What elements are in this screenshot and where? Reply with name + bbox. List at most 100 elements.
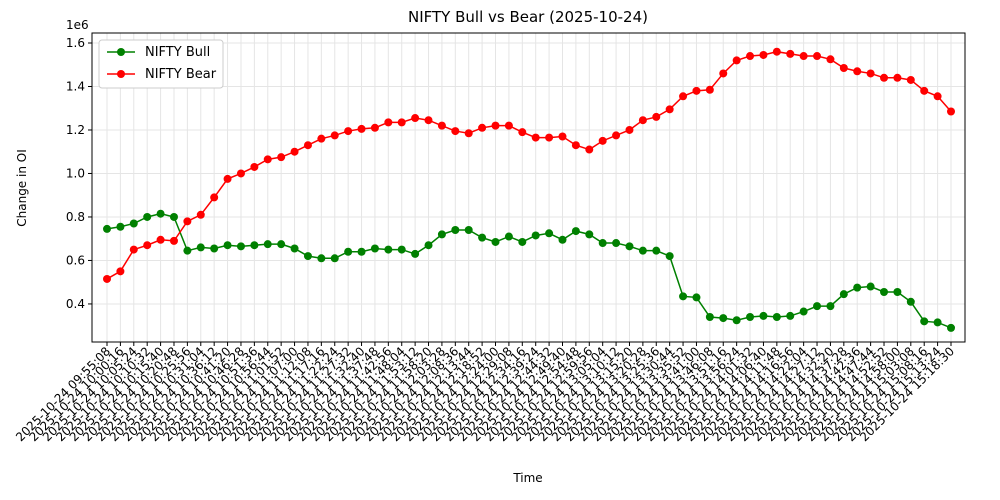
y-tick-label: 1.2 bbox=[66, 123, 85, 137]
marker bbox=[210, 193, 219, 202]
marker bbox=[250, 241, 259, 250]
marker bbox=[290, 244, 299, 253]
marker bbox=[933, 92, 942, 101]
marker bbox=[638, 246, 647, 255]
marker bbox=[692, 86, 701, 95]
marker bbox=[143, 241, 152, 250]
marker bbox=[464, 226, 473, 235]
marker bbox=[344, 247, 353, 256]
marker bbox=[545, 133, 554, 142]
marker bbox=[652, 246, 661, 255]
marker bbox=[437, 121, 446, 130]
marker bbox=[317, 254, 326, 263]
marker bbox=[357, 124, 366, 133]
marker bbox=[732, 56, 741, 65]
marker bbox=[866, 282, 875, 291]
marker bbox=[223, 174, 232, 183]
marker bbox=[705, 312, 714, 321]
marker bbox=[799, 307, 808, 316]
marker bbox=[719, 69, 728, 78]
plot-frame bbox=[91, 32, 966, 343]
marker bbox=[504, 232, 513, 241]
marker bbox=[947, 323, 955, 332]
marker bbox=[370, 244, 379, 253]
marker bbox=[344, 127, 353, 136]
marker bbox=[585, 230, 594, 239]
marker bbox=[169, 212, 178, 221]
marker bbox=[451, 226, 460, 235]
marker bbox=[156, 235, 165, 244]
y-tick-label: 0.6 bbox=[66, 253, 85, 267]
marker bbox=[598, 239, 607, 248]
marker bbox=[277, 153, 286, 162]
marker bbox=[893, 287, 902, 296]
marker bbox=[612, 131, 621, 140]
marker bbox=[317, 134, 326, 143]
marker bbox=[880, 287, 889, 296]
marker bbox=[236, 242, 245, 251]
marker bbox=[625, 125, 634, 134]
y-tick-label: 1.4 bbox=[66, 79, 85, 93]
marker bbox=[397, 118, 406, 127]
marker bbox=[223, 241, 232, 250]
marker bbox=[598, 136, 607, 145]
marker bbox=[504, 121, 513, 130]
marker bbox=[518, 128, 527, 137]
marker bbox=[786, 49, 795, 58]
marker bbox=[384, 118, 393, 127]
marker bbox=[612, 239, 621, 248]
marker bbox=[518, 237, 527, 246]
marker bbox=[652, 112, 661, 121]
marker bbox=[759, 311, 768, 320]
marker bbox=[906, 75, 915, 84]
marker bbox=[464, 129, 473, 138]
marker bbox=[183, 246, 192, 255]
line bbox=[106, 50, 952, 280]
marker bbox=[156, 209, 165, 218]
marker bbox=[853, 283, 862, 292]
marker bbox=[103, 274, 111, 283]
marker bbox=[679, 292, 688, 301]
marker bbox=[772, 312, 781, 321]
marker bbox=[236, 169, 245, 178]
marker bbox=[129, 219, 138, 228]
marker bbox=[679, 92, 688, 101]
marker bbox=[116, 222, 125, 231]
marker bbox=[424, 241, 433, 250]
marker bbox=[826, 302, 835, 311]
y-tick-label: 1.6 bbox=[66, 36, 85, 50]
marker bbox=[370, 123, 379, 132]
y-tick-label: 1.0 bbox=[66, 166, 85, 180]
marker bbox=[411, 114, 420, 123]
marker bbox=[813, 302, 822, 311]
marker bbox=[250, 162, 259, 171]
marker bbox=[571, 227, 580, 236]
marker bbox=[143, 212, 152, 221]
marker bbox=[746, 52, 755, 61]
marker bbox=[759, 50, 768, 59]
chart-title: NIFTY Bull vs Bear (2025-10-24) bbox=[408, 8, 648, 26]
marker bbox=[478, 233, 487, 242]
marker bbox=[933, 318, 942, 327]
marker bbox=[263, 155, 272, 164]
marker bbox=[906, 297, 915, 306]
marker bbox=[303, 252, 312, 261]
marker bbox=[129, 245, 138, 254]
marker bbox=[665, 252, 674, 261]
marker bbox=[545, 229, 554, 238]
marker bbox=[330, 254, 339, 263]
marker bbox=[571, 141, 580, 150]
marker bbox=[920, 86, 929, 95]
marker bbox=[558, 132, 567, 141]
marker bbox=[585, 145, 594, 154]
marker bbox=[196, 210, 205, 219]
marker bbox=[839, 290, 848, 299]
marker bbox=[210, 244, 219, 253]
marker bbox=[665, 105, 674, 114]
marker bbox=[732, 316, 741, 325]
marker bbox=[196, 243, 205, 252]
marker bbox=[116, 267, 125, 276]
marker bbox=[839, 64, 848, 73]
y-offset-label: 1e6 bbox=[66, 18, 89, 32]
